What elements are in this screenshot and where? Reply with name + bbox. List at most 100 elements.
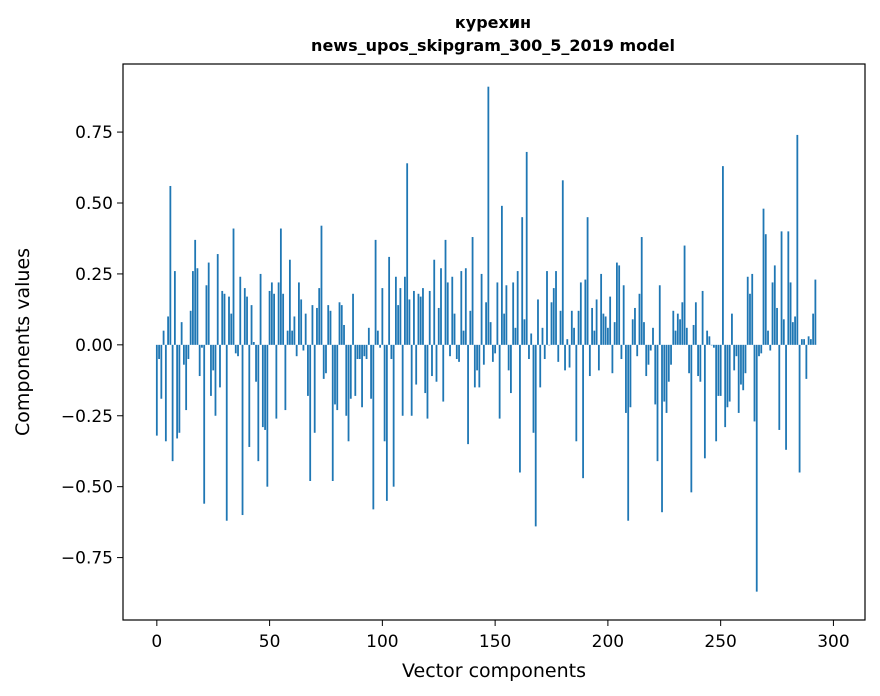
bar: [293, 316, 296, 345]
bar: [543, 344, 546, 360]
y-tick-label: 0.00: [75, 336, 113, 356]
y-tick-label: 0.50: [75, 194, 113, 214]
bar: [805, 344, 808, 379]
bar: [230, 313, 233, 345]
bar: [282, 293, 285, 345]
bar: [618, 265, 621, 345]
bar: [455, 344, 458, 360]
bar: [288, 259, 291, 345]
bar: [809, 339, 812, 345]
bar: [273, 293, 275, 345]
bar: [516, 271, 519, 345]
bar: [313, 344, 316, 433]
bar: [487, 86, 490, 345]
bar: [221, 290, 224, 345]
bar: [561, 180, 564, 345]
bar: [225, 344, 228, 521]
bar: [636, 344, 639, 357]
bar: [437, 307, 440, 345]
bar: [582, 344, 584, 479]
bar: [187, 344, 190, 360]
bar: [692, 324, 695, 345]
y-tick-label: 0.75: [75, 123, 113, 143]
bar: [758, 344, 760, 357]
bar: [171, 344, 174, 462]
bar: [701, 290, 704, 345]
x-tick-label: 50: [259, 632, 281, 652]
y-axis-label: Components values: [12, 248, 34, 436]
bar: [681, 302, 684, 345]
bar: [228, 296, 230, 345]
bar: [185, 344, 188, 411]
bar: [381, 288, 384, 345]
bar: [198, 344, 201, 377]
bar: [164, 344, 167, 442]
bar: [192, 271, 194, 345]
bar: [234, 344, 237, 354]
bar: [787, 231, 790, 345]
bar: [500, 205, 503, 345]
bar: [173, 271, 176, 345]
bar: [699, 344, 702, 382]
bar: [354, 344, 357, 396]
bar: [694, 302, 697, 345]
bar: [661, 344, 663, 513]
bar: [311, 305, 314, 345]
bar: [347, 344, 350, 442]
bar: [196, 268, 199, 345]
bar: [807, 336, 810, 345]
y-tick-label: 0.25: [75, 265, 113, 285]
bar: [609, 296, 612, 345]
bar: [622, 285, 625, 345]
bar: [719, 344, 722, 396]
bar: [584, 279, 587, 345]
x-axis-ticks: 0 50 100 150 200 250 300: [151, 620, 850, 652]
bar: [158, 344, 160, 360]
bar: [634, 307, 636, 345]
bar: [340, 305, 343, 345]
bar: [798, 344, 801, 473]
bar: [534, 344, 537, 527]
bar: [160, 344, 163, 399]
bar: [674, 330, 677, 345]
bar: [248, 344, 251, 447]
bar: [573, 327, 575, 345]
bar: [530, 333, 533, 345]
bar: [735, 344, 738, 357]
bar: [334, 344, 336, 405]
bar: [219, 344, 221, 388]
bar: [419, 296, 422, 345]
bar: [579, 282, 582, 345]
bar: [794, 316, 796, 345]
x-tick-label: 0: [151, 632, 162, 652]
bar: [658, 285, 661, 345]
y-tick-label: −0.75: [61, 549, 113, 569]
bar: [491, 344, 494, 362]
bar: [676, 313, 679, 345]
bar: [471, 237, 474, 345]
bar: [473, 344, 476, 388]
bar: [550, 302, 553, 345]
bar: [444, 239, 447, 345]
bar: [401, 344, 404, 416]
bar: [422, 288, 424, 345]
x-tick-label: 150: [479, 632, 511, 652]
bar: [683, 245, 686, 345]
bar: [433, 259, 436, 345]
bar: [568, 344, 571, 368]
bar: [640, 237, 643, 345]
bar: [800, 339, 803, 345]
bar: [548, 344, 551, 346]
bar: [728, 344, 731, 402]
bar: [210, 344, 212, 396]
bar: [309, 344, 312, 481]
bar: [268, 290, 271, 345]
bar: [232, 228, 235, 345]
bar: [376, 330, 379, 345]
bar: [327, 305, 330, 345]
bar: [631, 319, 634, 345]
bar: [604, 316, 607, 345]
bar: [239, 276, 242, 345]
bar: [325, 344, 327, 374]
bar: [503, 313, 506, 345]
